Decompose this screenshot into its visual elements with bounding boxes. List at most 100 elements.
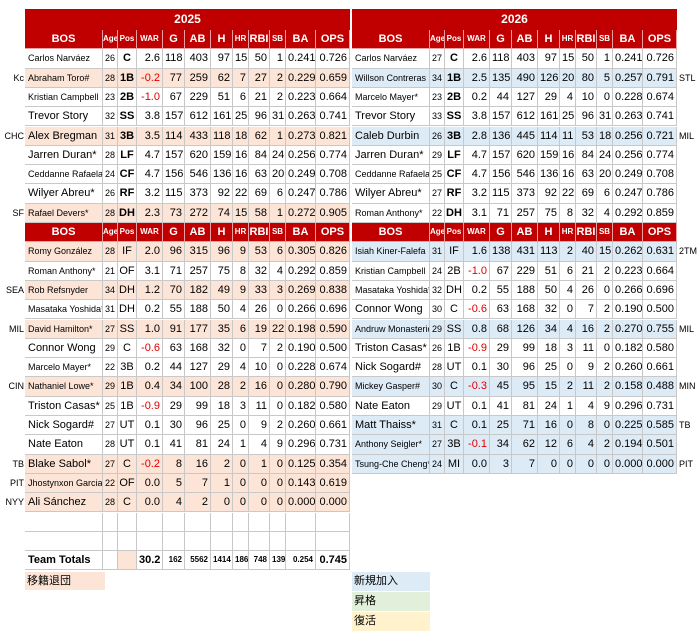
stat-cell: 0.791 <box>643 68 677 88</box>
stat-cell: 84 <box>576 145 597 166</box>
empty-cell <box>249 512 270 532</box>
stat-cell: 0.292 <box>286 261 316 281</box>
stat-cell: 81 <box>185 435 211 455</box>
previous-team: MIN <box>679 381 696 392</box>
stat-cell: 25 <box>490 416 512 436</box>
stat-cell: 2 <box>211 454 233 474</box>
stat-cell: 0.674 <box>643 87 677 108</box>
stat-cell: C <box>118 454 137 474</box>
stat-cell: 9 <box>270 435 286 455</box>
stat-cell: 75 <box>538 203 560 223</box>
stat-cell: 0 <box>233 338 249 359</box>
stat-cell: 16 <box>560 165 576 185</box>
empty-cell <box>118 551 137 571</box>
column-header: Pos <box>445 30 464 50</box>
stat-cell: SS <box>445 319 464 339</box>
player-name: Nathaniel Lowe* <box>25 377 103 397</box>
totals-cell: 748 <box>249 551 270 571</box>
previous-team: SEA <box>5 284 24 295</box>
stat-cell: 31 <box>103 126 118 146</box>
stat-cell: 27 <box>103 319 118 339</box>
stat-cell: SS <box>118 107 137 127</box>
stat-cell: 0.731 <box>643 396 677 416</box>
stat-cell: 0.1 <box>464 358 490 378</box>
stat-cell: 0.241 <box>286 49 316 69</box>
stat-cell: 445 <box>512 126 538 146</box>
stat-cell: 0 <box>597 338 613 359</box>
stat-cell: 24 <box>597 145 613 166</box>
stat-cell: 26 <box>430 126 445 146</box>
stat-cell: 21 <box>576 261 597 281</box>
stat-cell: 2 <box>270 68 286 88</box>
stat-cell: OF <box>118 473 137 494</box>
stat-cell: 3B <box>118 358 137 378</box>
column-header: G <box>163 223 185 243</box>
stat-cell: 3.8 <box>464 107 490 127</box>
stat-cell: 161 <box>211 107 233 127</box>
stat-cell: OF <box>118 261 137 281</box>
stat-cell: 41 <box>490 396 512 416</box>
stat-cell: 19 <box>249 319 270 339</box>
stat-cell: 0.257 <box>613 68 643 88</box>
stat-cell: 69 <box>576 184 597 204</box>
stat-cell: 0.821 <box>316 126 350 146</box>
stat-cell: 63 <box>490 300 512 320</box>
stat-cell: 168 <box>512 300 538 320</box>
stat-cell: 0 <box>270 358 286 378</box>
stat-cell: 136 <box>211 165 233 185</box>
column-header: HR <box>233 30 249 50</box>
stat-cell: 0.194 <box>613 435 643 455</box>
stat-cell: DH <box>118 280 137 301</box>
stat-cell: 0.2 <box>464 280 490 301</box>
stat-cell: 81 <box>512 396 538 416</box>
player-name: Jarren Duran* <box>352 145 430 166</box>
stat-cell: 16 <box>576 319 597 339</box>
stat-cell: 0.125 <box>286 454 316 474</box>
stat-cell: DH <box>445 280 464 301</box>
stat-cell: 68 <box>490 319 512 339</box>
stat-cell: 96 <box>185 416 211 436</box>
stat-cell: 0 <box>233 454 249 474</box>
stat-cell: 157 <box>163 145 185 166</box>
stat-cell: 0 <box>560 416 576 436</box>
stat-cell: 4 <box>233 358 249 378</box>
stat-cell: 0.500 <box>316 338 350 359</box>
stat-cell: 0.270 <box>613 319 643 339</box>
stat-cell: 0.000 <box>286 493 316 513</box>
stat-cell: DH <box>118 300 137 320</box>
stat-cell: 0.256 <box>613 126 643 146</box>
player-name: Nate Eaton <box>352 396 430 416</box>
stat-cell: 15 <box>538 377 560 397</box>
stat-cell: 9 <box>576 358 597 378</box>
stat-cell: 1.2 <box>137 280 163 301</box>
stat-cell: 25 <box>538 358 560 378</box>
stat-cell: 27 <box>430 184 445 204</box>
stat-cell: 157 <box>163 107 185 127</box>
stat-cell: 92 <box>211 184 233 204</box>
stat-cell: 2 <box>270 338 286 359</box>
stat-cell: 24 <box>211 435 233 455</box>
stat-cell: SS <box>118 319 137 339</box>
stat-cell: 8 <box>560 203 576 223</box>
stat-cell: 27 <box>249 68 270 88</box>
stat-cell: 24 <box>270 145 286 166</box>
stat-cell: 28 <box>103 203 118 223</box>
stat-cell: 16 <box>233 145 249 166</box>
stat-cell: 28 <box>103 145 118 166</box>
column-header: OPS <box>643 30 677 50</box>
stat-cell: 53 <box>249 242 270 262</box>
stat-cell: 96 <box>211 242 233 262</box>
previous-team: SF <box>12 207 24 218</box>
previous-team: CIN <box>8 381 25 392</box>
player-name: Alex Bregman <box>25 126 103 146</box>
empty-cell <box>286 531 316 552</box>
stat-cell: 7 <box>233 68 249 88</box>
stat-cell: 33 <box>430 107 445 127</box>
stat-cell: C <box>445 377 464 397</box>
stat-cell: 28 <box>211 377 233 397</box>
stat-cell: 74 <box>211 203 233 223</box>
stat-cell: C <box>118 49 137 69</box>
stat-cell: 22 <box>270 319 286 339</box>
stat-cell: 3 <box>270 280 286 301</box>
stat-cell: 0.708 <box>316 165 350 185</box>
